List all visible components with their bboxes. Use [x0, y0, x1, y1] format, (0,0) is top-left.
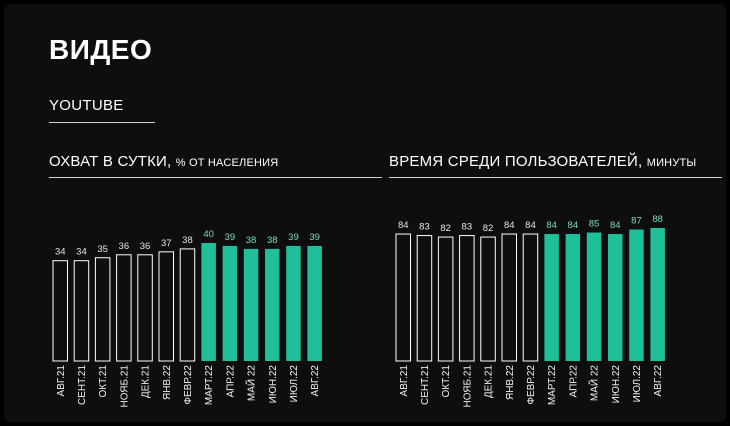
bar-4 — [480, 236, 496, 362]
bar-12 — [307, 245, 322, 361]
category-label-3: НОЯБ.21 — [462, 365, 473, 408]
bar-6 — [522, 233, 539, 362]
slide: ВИДЕО YOUTUBE ОХВАТ В СУТКИ, % ОТ НАСЕЛЕ… — [4, 4, 726, 422]
bar-7 — [201, 243, 216, 361]
bar-2 — [94, 257, 111, 362]
value-label-1: 34 — [76, 247, 87, 258]
bar-0 — [52, 260, 68, 362]
bar-0 — [395, 233, 411, 362]
bar-10 — [608, 234, 623, 361]
bar-5 — [158, 251, 174, 362]
value-label-5: 84 — [504, 220, 515, 231]
chart-divider-reach — [49, 177, 382, 178]
category-label-4: ДЕК.21 — [141, 365, 152, 399]
bar-11 — [629, 229, 644, 361]
bar-3 — [116, 254, 132, 362]
bar-11 — [286, 245, 301, 361]
value-label-9: 85 — [589, 219, 600, 230]
category-label-12: АВГ.22 — [653, 365, 664, 397]
category-label-8: АПР.22 — [225, 365, 236, 398]
value-label-8: 39 — [225, 232, 236, 243]
reach-bar-chart: 34 АВГ.21 34 СЕНТ.21 35 ОКТ.21 36 НОЯБ.21 36 ДЕК.… — [52, 229, 322, 408]
value-label-2: 82 — [440, 223, 451, 234]
bar-7 — [544, 234, 559, 361]
time-bar-chart: 84 АВГ.21 83 СЕНТ.21 82 ОКТ.21 83 НОЯБ.21 82 ДЕК.… — [395, 214, 665, 408]
category-label-2: ОКТ.21 — [441, 365, 452, 398]
category-label-7: МАРТ.22 — [547, 365, 558, 406]
value-label-1: 83 — [419, 222, 430, 233]
value-label-11: 87 — [631, 216, 642, 227]
bar-8 — [565, 234, 581, 361]
value-label-2: 35 — [97, 244, 108, 255]
category-label-10: ИЮН.22 — [611, 365, 622, 404]
chart-title-reach-unit: % ОТ НАСЕЛЕНИЯ — [175, 157, 279, 169]
bar-2 — [437, 236, 454, 362]
chart-title-time: ВРЕМЯ СРЕДИ ПОЛЬЗОВАТЕЛЕЙ, МИНУТЫ — [389, 153, 696, 170]
value-label-6: 38 — [182, 235, 193, 246]
value-label-4: 82 — [483, 223, 494, 234]
bar-6 — [179, 248, 196, 362]
value-label-3: 83 — [462, 222, 473, 233]
category-label-12: АВГ.22 — [310, 365, 321, 397]
category-label-5: ЯНВ.22 — [162, 365, 173, 400]
category-label-5: ЯНВ.22 — [505, 365, 516, 400]
value-label-10: 84 — [610, 220, 621, 231]
category-label-0: АВГ.21 — [399, 365, 410, 397]
category-label-6: ФЕВР.22 — [526, 365, 537, 405]
bar-4 — [137, 254, 153, 362]
category-label-9: МАЙ 22 — [588, 365, 601, 402]
value-label-12: 88 — [652, 214, 663, 225]
chart-title-reach: ОХВАТ В СУТКИ, % ОТ НАСЕЛЕНИЯ — [49, 153, 278, 170]
bar-1 — [416, 235, 433, 362]
subtitle-divider — [49, 122, 155, 123]
category-label-1: СЕНТ.21 — [420, 365, 431, 405]
value-label-0: 84 — [398, 220, 409, 231]
value-label-3: 36 — [119, 241, 130, 252]
bar-9 — [243, 248, 259, 361]
section-subtitle: YOUTUBE — [49, 97, 124, 114]
category-label-3: НОЯБ.21 — [119, 365, 130, 408]
category-label-1: СЕНТ.21 — [77, 365, 88, 405]
bar-5 — [501, 233, 517, 362]
chart-title-time-unit: МИНУТЫ — [646, 157, 697, 169]
bar-1 — [73, 260, 90, 362]
category-label-10: ИЮН.22 — [268, 365, 279, 404]
chart-title-reach-main: ОХВАТ В СУТКИ, — [49, 153, 172, 170]
category-label-7: МАРТ.22 — [204, 365, 215, 406]
value-label-9: 38 — [246, 235, 257, 246]
category-label-0: АВГ.21 — [56, 365, 67, 397]
category-label-11: ИЮЛ.22 — [632, 365, 643, 403]
page-title: ВИДЕО — [49, 34, 153, 65]
category-label-9: МАЙ 22 — [245, 365, 258, 402]
category-label-11: ИЮЛ.22 — [289, 365, 300, 403]
bar-9 — [586, 232, 602, 361]
value-label-4: 36 — [140, 241, 151, 252]
bar-12 — [650, 228, 665, 361]
value-label-5: 37 — [161, 238, 172, 249]
value-label-10: 38 — [267, 235, 278, 246]
value-label-0: 34 — [55, 247, 66, 258]
value-label-12: 39 — [309, 232, 320, 243]
category-label-4: ДЕК.21 — [484, 365, 495, 399]
category-label-2: ОКТ.21 — [98, 365, 109, 398]
value-label-7: 40 — [203, 229, 214, 240]
value-label-8: 84 — [568, 220, 579, 231]
bar-8 — [222, 245, 238, 361]
bar-10 — [265, 248, 280, 361]
value-label-11: 39 — [288, 232, 299, 243]
value-label-6: 84 — [525, 220, 536, 231]
category-label-8: АПР.22 — [568, 365, 579, 398]
category-label-6: ФЕВР.22 — [183, 365, 194, 405]
value-label-7: 84 — [546, 220, 557, 231]
bar-3 — [459, 235, 475, 362]
chart-divider-time — [389, 177, 722, 178]
chart-title-time-main: ВРЕМЯ СРЕДИ ПОЛЬЗОВАТЕЛЕЙ, — [389, 153, 643, 170]
